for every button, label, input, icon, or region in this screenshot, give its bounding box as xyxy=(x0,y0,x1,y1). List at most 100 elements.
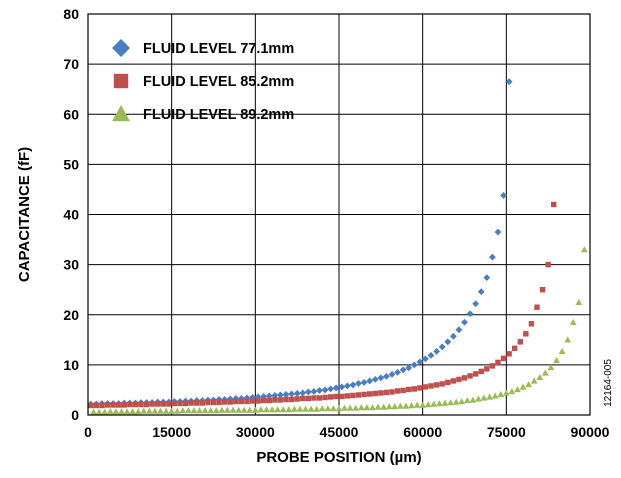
data-point-square xyxy=(517,339,523,345)
data-point-square xyxy=(182,400,189,407)
data-point-square xyxy=(428,383,434,389)
data-point-square xyxy=(249,398,256,404)
data-point-square xyxy=(366,391,373,397)
y-axis-title: CAPACITANCE (fF) xyxy=(16,147,33,282)
data-point-triangle xyxy=(374,403,382,410)
data-point-triangle xyxy=(129,408,137,415)
data-point-triangle xyxy=(363,404,371,411)
data-point-diamond xyxy=(399,366,407,374)
data-point-square xyxy=(99,402,105,409)
data-point-triangle xyxy=(514,386,521,393)
data-point-square xyxy=(121,402,127,408)
data-point-square xyxy=(188,400,194,406)
data-point-triangle xyxy=(296,405,304,412)
data-point-square xyxy=(143,401,150,408)
data-point-diamond xyxy=(388,370,396,378)
data-point-triangle xyxy=(123,408,131,415)
data-point-diamond xyxy=(332,384,340,392)
data-point-triangle xyxy=(207,407,215,414)
data-point-square xyxy=(461,375,468,381)
data-point-square xyxy=(472,371,479,377)
data-point-diamond xyxy=(427,351,435,359)
data-point-triangle xyxy=(246,406,254,413)
data-point-triangle xyxy=(151,407,159,414)
data-point-triangle xyxy=(519,383,527,390)
data-point-square xyxy=(539,286,546,293)
data-point-square xyxy=(311,395,317,401)
data-point-triangle xyxy=(330,405,337,412)
data-point-diamond xyxy=(271,392,279,399)
data-point-diamond xyxy=(293,390,301,397)
data-point-diamond xyxy=(394,368,401,376)
data-point-triangle xyxy=(463,397,471,404)
data-point-diamond xyxy=(282,391,290,398)
data-point-triangle xyxy=(458,398,466,405)
data-point-triangle xyxy=(452,398,460,405)
data-points xyxy=(87,78,588,415)
data-point-diamond xyxy=(416,358,424,366)
data-point-triangle xyxy=(525,381,533,388)
data-point-diamond xyxy=(422,355,429,363)
data-point-diamond xyxy=(383,373,390,380)
data-point-triangle xyxy=(385,403,393,410)
data-point-triangle xyxy=(569,318,577,325)
data-point-square xyxy=(305,395,312,402)
data-point-triangle xyxy=(106,408,114,415)
data-point-square xyxy=(138,401,144,408)
x-tick-label: 15000 xyxy=(152,424,191,440)
data-point-triangle xyxy=(268,406,276,413)
data-point-square xyxy=(104,402,111,408)
data-point-diamond xyxy=(349,381,357,389)
y-tick-label: 80 xyxy=(63,6,79,22)
series-3 xyxy=(90,246,588,415)
data-point-triangle xyxy=(581,246,588,253)
data-point-triangle xyxy=(229,406,237,413)
data-point-square xyxy=(383,389,390,396)
data-point-triangle xyxy=(118,408,125,415)
data-point-triangle xyxy=(212,407,220,414)
data-point-square xyxy=(378,390,384,396)
data-point-square xyxy=(344,393,351,399)
data-point-triangle xyxy=(346,404,354,411)
data-point-triangle xyxy=(430,400,438,407)
data-point-triangle xyxy=(341,404,348,411)
figure-code: 12164-005 xyxy=(603,359,614,407)
data-point-square xyxy=(327,394,334,400)
data-point-diamond xyxy=(366,377,374,385)
data-point-diamond xyxy=(360,379,368,386)
data-point-square xyxy=(433,382,440,388)
data-point-square xyxy=(333,393,339,400)
data-point-square xyxy=(177,400,183,407)
data-point-square xyxy=(389,389,395,395)
data-point-triangle xyxy=(190,407,198,414)
data-point-triangle xyxy=(391,403,399,410)
data-point-triangle xyxy=(302,405,309,412)
data-point-square xyxy=(260,397,267,404)
data-point-square xyxy=(445,379,451,386)
legend: FLUID LEVEL 77.1mm FLUID LEVEL 85.2mm FLUI… xyxy=(112,39,294,123)
y-tick-label: 30 xyxy=(63,257,79,273)
data-point-triangle xyxy=(469,396,477,403)
data-point-square xyxy=(171,400,178,407)
data-point-square xyxy=(450,378,457,384)
data-point-square xyxy=(127,401,133,408)
data-point-triangle xyxy=(251,406,259,413)
legend-label: FLUID LEVEL 89.2mm xyxy=(143,107,294,123)
data-point-diamond xyxy=(500,192,507,199)
y-tick-label: 10 xyxy=(63,357,79,373)
data-point-triangle xyxy=(257,406,265,413)
data-point-triangle xyxy=(101,408,109,415)
y-tick-label: 50 xyxy=(63,156,79,172)
data-point-triangle xyxy=(307,405,315,412)
y-tick-label: 60 xyxy=(63,106,79,122)
data-point-triangle xyxy=(324,405,332,412)
data-point-square xyxy=(205,399,211,406)
data-point-triangle xyxy=(369,404,376,411)
data-point-diamond xyxy=(449,332,457,340)
data-point-diamond xyxy=(455,326,463,334)
data-point-square xyxy=(149,401,155,407)
data-point-square xyxy=(406,386,412,393)
data-point-square xyxy=(244,398,250,405)
data-point-diamond xyxy=(505,78,513,86)
